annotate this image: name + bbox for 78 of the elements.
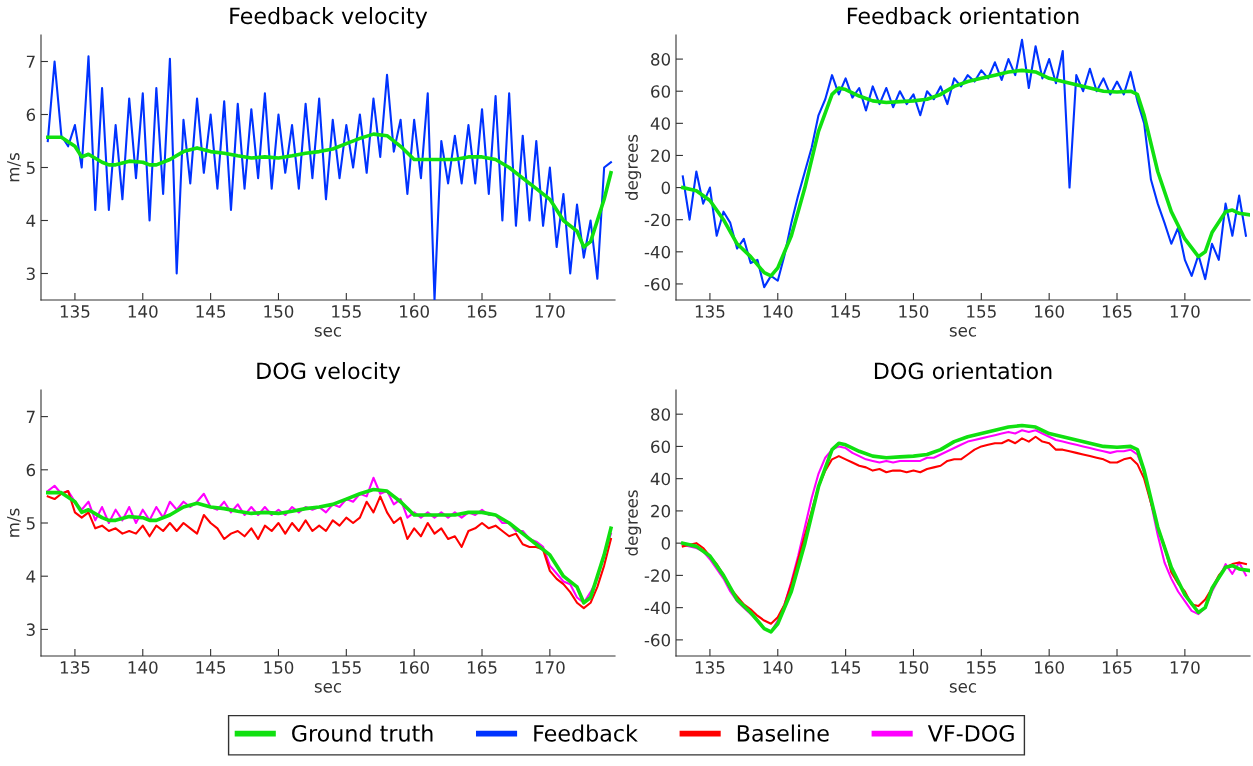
x-tick-label: 140 [763, 661, 793, 674]
x-axis-title: sec [949, 683, 977, 693]
line-series [45, 132, 613, 249]
y-tick-label: -40 [644, 601, 671, 615]
y-tick-label: 20 [651, 504, 671, 518]
y-tick-label: 60 [651, 440, 671, 453]
y-tick-label: -60 [644, 277, 671, 291]
y-tick-label: 6 [26, 108, 36, 122]
x-tick-label: 160 [400, 661, 429, 674]
y-tick-label: 5 [26, 517, 35, 530]
x-tick-label: 140 [128, 305, 158, 318]
x-tick-label: 165 [1102, 305, 1132, 318]
y-tick-label: 40 [650, 117, 671, 130]
y-tick-label: 3 [26, 267, 35, 281]
x-tick-label: 150 [899, 305, 929, 318]
x-axis-title: sec [949, 327, 977, 337]
x-tick-label: 170 [535, 305, 565, 318]
x-tick-label: 155 [332, 305, 361, 318]
x-tick-label: 135 [695, 305, 725, 318]
x-tick-label: 160 [1035, 661, 1064, 674]
x-tick-label: 155 [967, 661, 996, 674]
x-tick-label: 135 [60, 305, 90, 318]
chart-title: DOG velocity [257, 362, 401, 384]
y-tick-label: -40 [644, 245, 671, 259]
y-tick-label: -60 [644, 633, 671, 647]
x-tick-label: 135 [695, 661, 725, 674]
line-series [680, 68, 1250, 278]
legend-label: Baseline [737, 724, 829, 742]
x-tick-label: 165 [467, 661, 497, 674]
line-series [46, 55, 612, 300]
x-tick-label: 150 [264, 305, 294, 318]
y-tick-label: -20 [644, 213, 671, 227]
x-tick-label: 170 [535, 661, 565, 674]
y-tick-label: 7 [26, 55, 35, 68]
x-tick-label: 145 [831, 661, 861, 674]
x-axis-title: sec [314, 327, 342, 337]
line-series [681, 38, 1247, 289]
x-tick-label: 140 [128, 661, 158, 674]
y-tick-label: 20 [651, 149, 671, 163]
legend-label: Ground truth [292, 724, 433, 742]
x-tick-label: 145 [196, 661, 226, 674]
chart-title: Feedback velocity [230, 7, 428, 29]
y-tick-label: 4 [26, 214, 36, 227]
y-tick-label: 40 [650, 472, 671, 486]
y-tick-label: 60 [651, 85, 671, 98]
x-tick-label: 170 [1170, 305, 1200, 318]
chart-title: Feedback orientation [847, 7, 1079, 25]
y-tick-label: 80 [651, 408, 671, 421]
x-tick-label: 155 [332, 661, 361, 674]
x-tick-label: 170 [1170, 661, 1200, 674]
x-tick-label: 160 [1035, 305, 1064, 318]
x-tick-label: 160 [400, 305, 429, 318]
y-tick-label: 80 [651, 53, 671, 66]
legend-label: VF-DOG [927, 724, 1014, 742]
y-tick-label: 4 [26, 570, 36, 583]
y-tick-label: 6 [26, 463, 36, 477]
y-axis-title: degrees [625, 134, 642, 201]
x-axis-title: sec [314, 683, 342, 693]
y-axis-title: m/s [7, 153, 21, 182]
y-axis-title: degrees [625, 490, 642, 556]
x-tick-label: 135 [60, 661, 90, 674]
x-tick-label: 165 [467, 305, 497, 318]
x-tick-label: 145 [196, 305, 226, 318]
y-tick-label: 0 [661, 537, 671, 550]
x-tick-label: 145 [831, 305, 861, 318]
chart-title: DOG orientation [874, 362, 1052, 380]
y-tick-label: 7 [26, 410, 35, 423]
y-axis-title: m/s [7, 508, 21, 537]
x-tick-label: 150 [899, 661, 929, 674]
x-tick-label: 140 [763, 305, 793, 318]
y-tick-label: -20 [644, 569, 671, 582]
x-tick-label: 165 [1102, 661, 1132, 674]
y-tick-label: 0 [661, 181, 671, 195]
y-tick-label: 3 [26, 623, 35, 636]
legend-label: Feedback [534, 724, 638, 742]
x-tick-label: 155 [967, 305, 996, 318]
y-tick-label: 5 [26, 161, 35, 175]
x-tick-label: 150 [264, 661, 294, 674]
